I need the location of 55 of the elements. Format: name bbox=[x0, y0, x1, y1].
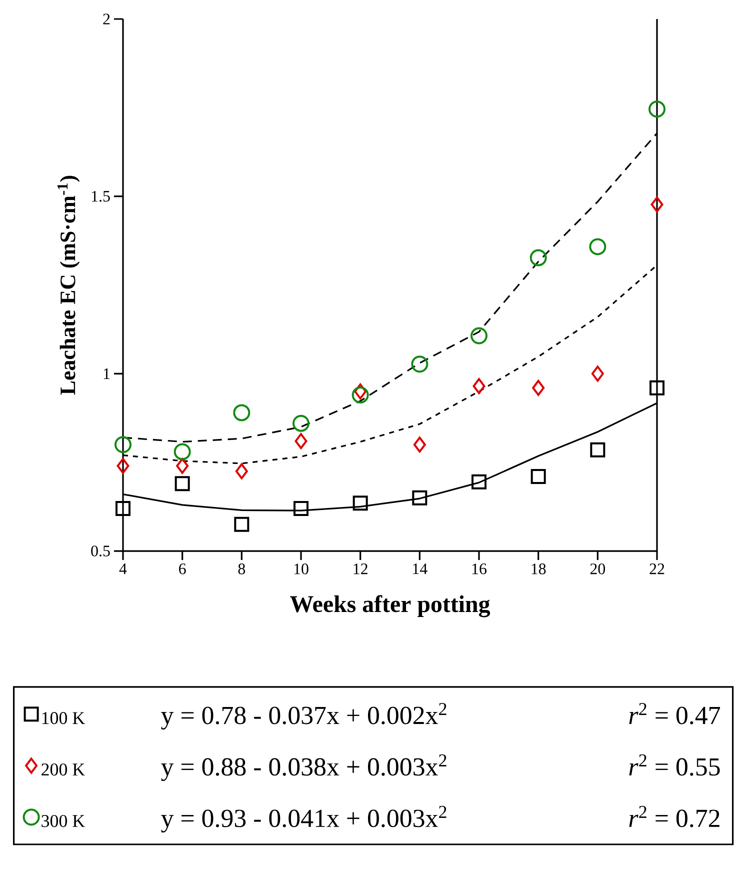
x-tick-label: 4 bbox=[119, 564, 127, 574]
point bbox=[354, 383, 367, 400]
x-tick-label: 18 bbox=[532, 564, 546, 574]
legend-label: 200 K bbox=[42, 763, 85, 776]
point bbox=[589, 238, 606, 256]
point bbox=[292, 414, 310, 432]
point bbox=[413, 436, 426, 453]
point bbox=[590, 442, 606, 458]
point bbox=[116, 458, 130, 474]
text: y = 0.78 - 0.037x + 0.002x$^{2}$ bbox=[161, 702, 446, 730]
point bbox=[294, 433, 308, 450]
point bbox=[591, 366, 604, 382]
point bbox=[235, 463, 248, 480]
point bbox=[233, 404, 250, 422]
y-tick-label: 1 bbox=[104, 368, 110, 379]
x-tick-label: 6 bbox=[179, 564, 186, 574]
point bbox=[352, 386, 369, 404]
point bbox=[352, 496, 368, 511]
point bbox=[411, 356, 428, 373]
point bbox=[412, 490, 428, 506]
point bbox=[176, 458, 189, 474]
x-axis-title: Weeks after potting bbox=[290, 595, 490, 618]
text: r$^{2}$ = 0.55 bbox=[629, 754, 720, 776]
point bbox=[114, 436, 132, 454]
point bbox=[294, 500, 308, 516]
x-tick-label: 8 bbox=[238, 564, 246, 574]
point bbox=[472, 474, 486, 490]
text: y = 0.88 - 0.038x + 0.003x$^{2}$ bbox=[161, 754, 446, 782]
x-tick-label: 10 bbox=[294, 564, 308, 574]
x-tick-label: 22 bbox=[650, 564, 664, 574]
y-tick-label: 0.5 bbox=[91, 546, 110, 556]
point bbox=[532, 380, 545, 396]
point bbox=[648, 100, 666, 118]
x-tick-label: 16 bbox=[472, 564, 486, 574]
point bbox=[530, 249, 547, 266]
point bbox=[530, 469, 546, 484]
point bbox=[650, 196, 664, 213]
x-tick-label: 20 bbox=[590, 564, 606, 574]
point bbox=[116, 500, 130, 516]
point bbox=[472, 378, 486, 394]
point bbox=[470, 327, 488, 344]
y-axis-title: Leachate EC (mS·cm$^{-1}$) bbox=[57, 176, 80, 395]
x-tick-label: 14 bbox=[413, 564, 428, 574]
x-tick-label: 12 bbox=[354, 564, 368, 574]
point bbox=[174, 476, 190, 492]
point bbox=[234, 516, 250, 532]
legend-label: 100 K bbox=[42, 712, 85, 724]
text: r$^{2}$ = 0.47 bbox=[629, 702, 720, 724]
y-tick-label: 1.5 bbox=[92, 190, 110, 202]
text: y = 0.93 - 0.041x + 0.003x$^{2}$ bbox=[161, 806, 446, 832]
legend-label: 300 K bbox=[42, 814, 85, 828]
point bbox=[174, 443, 191, 460]
text: r$^{2}$ = 0.72 bbox=[629, 806, 720, 828]
point bbox=[650, 380, 664, 396]
y-tick-label: 2 bbox=[103, 14, 110, 24]
